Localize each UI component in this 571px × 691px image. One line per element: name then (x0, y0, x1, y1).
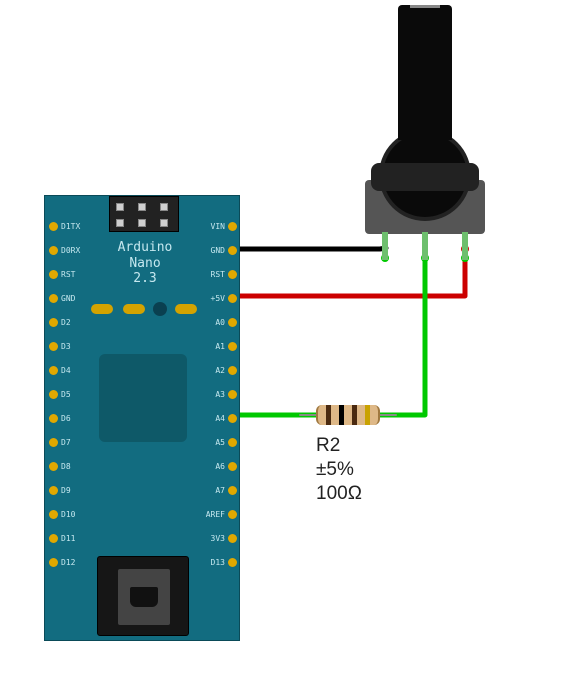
pin-rst (228, 270, 237, 279)
pin-label-d1tx: D1TX (61, 222, 80, 231)
pin-a4 (228, 414, 237, 423)
pin-d13 (228, 558, 237, 567)
pin-a7 (228, 486, 237, 495)
pin-d7 (49, 438, 58, 447)
board-title: Arduino Nano 2.3 (105, 240, 185, 287)
pin-a2 (228, 366, 237, 375)
icsp-header (109, 196, 179, 232)
mcu-chip (99, 354, 187, 442)
pin-label-d11: D11 (61, 534, 75, 543)
resistor-labels: R2 ±5% 100Ω (316, 434, 362, 505)
pin-rst (49, 270, 58, 279)
reset-button (153, 302, 167, 316)
pin-a1 (228, 342, 237, 351)
pin-label-d3: D3 (61, 342, 71, 351)
pin-label-a0: A0 (195, 318, 225, 327)
resistor-tolerance: ±5% (316, 458, 362, 482)
pin-label-d0rx: D0RX (61, 246, 80, 255)
pin-label-d6: D6 (61, 414, 71, 423)
pot-leg-1 (422, 232, 428, 260)
pin-label-a6: A6 (195, 462, 225, 471)
pin-+5v (228, 294, 237, 303)
pin-label-d2: D2 (61, 318, 71, 327)
pin-d5 (49, 390, 58, 399)
pin-d3 (49, 342, 58, 351)
pin-label-vin: VIN (195, 222, 225, 231)
pin-label-a1: A1 (195, 342, 225, 351)
pin-label-3v3: 3V3 (195, 534, 225, 543)
board-title-line2: Nano (129, 256, 160, 271)
resistor-name: R2 (316, 434, 362, 458)
pin-label-a5: A5 (195, 438, 225, 447)
board-title-line1: Arduino (118, 240, 173, 255)
pin-gnd (49, 294, 58, 303)
pin-d1tx (49, 222, 58, 231)
pin-d8 (49, 462, 58, 471)
pin-label-d7: D7 (61, 438, 71, 447)
pin-d9 (49, 486, 58, 495)
pin-label-a7: A7 (195, 486, 225, 495)
pin-3v3 (228, 534, 237, 543)
pot-leg-2 (462, 232, 468, 260)
pin-label-d5: D5 (61, 390, 71, 399)
pin-label-d9: D9 (61, 486, 71, 495)
pin-d0rx (49, 246, 58, 255)
pin-label-+5v: +5V (195, 294, 225, 303)
diagram-canvas: Arduino Nano 2.3 D1TX D0RX RST GND D2 D3 D4 D5 D… (0, 0, 571, 691)
pin-label-a3: A3 (195, 390, 225, 399)
board-title-line3: 2.3 (133, 271, 156, 286)
pin-d12 (49, 558, 58, 567)
pot-shaft (398, 5, 452, 140)
pin-aref (228, 510, 237, 519)
resistor-value: 100Ω (316, 482, 362, 506)
pin-label-aref: AREF (195, 510, 225, 519)
pin-label-d8: D8 (61, 462, 71, 471)
pin-gnd (228, 246, 237, 255)
pin-label-a2: A2 (195, 366, 225, 375)
resistor-r2 (316, 405, 380, 425)
pot-cap-ridge (371, 163, 479, 191)
pin-d2 (49, 318, 58, 327)
pin-label-d13: D13 (195, 558, 225, 567)
pin-a6 (228, 462, 237, 471)
pin-label-d4: D4 (61, 366, 71, 375)
pin-a3 (228, 390, 237, 399)
pin-label-d10: D10 (61, 510, 75, 519)
pin-label-rst: RST (195, 270, 225, 279)
pin-a5 (228, 438, 237, 447)
pin-vin (228, 222, 237, 231)
pin-d4 (49, 366, 58, 375)
pin-label-a4: A4 (195, 414, 225, 423)
pin-a0 (228, 318, 237, 327)
pin-label-gnd: GND (195, 246, 225, 255)
usb-port (97, 556, 189, 636)
pin-d10 (49, 510, 58, 519)
arduino-nano-board: Arduino Nano 2.3 D1TX D0RX RST GND D2 D3 D4 D5 D… (44, 195, 240, 641)
pin-d11 (49, 534, 58, 543)
pin-label-gnd: GND (61, 294, 75, 303)
pot-leg-0 (382, 232, 388, 260)
pin-label-rst: RST (61, 270, 75, 279)
pin-d6 (49, 414, 58, 423)
pin-label-d12: D12 (61, 558, 75, 567)
